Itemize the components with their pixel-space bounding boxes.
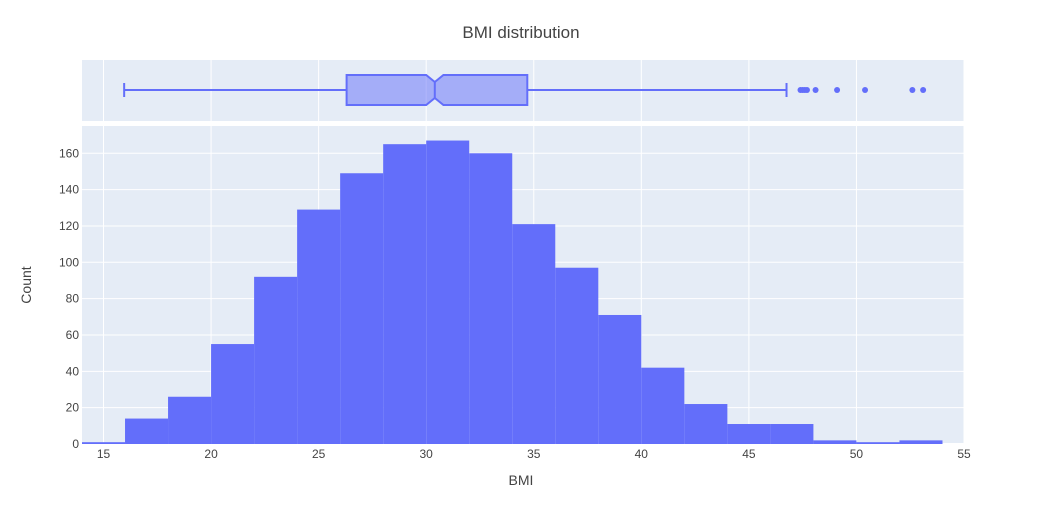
y-tick-label: 60 [66,328,80,342]
x-tick-label: 30 [420,447,434,461]
chart-title: BMI distribution [462,23,579,42]
x-tick-label: 35 [527,447,541,461]
histogram-bar [899,440,943,444]
histogram-bar [426,140,470,444]
histogram-bar [125,418,169,444]
y-tick-label: 100 [59,255,79,269]
x-tick-label: 15 [97,447,111,461]
x-tick-label: 55 [957,447,971,461]
histogram-bar [684,404,728,444]
x-tick-label: 20 [204,447,218,461]
histogram-bar [82,442,126,444]
histogram-bar [813,440,857,444]
histogram-bar [340,173,384,444]
box-plot [123,74,927,106]
box-outlier-point [812,87,819,93]
histogram-bar [211,344,255,444]
y-axis-ticks: 0 20 40 60 80 100 120 140 160 [59,146,79,451]
histogram-bar [254,276,298,444]
histogram-bar [512,224,556,444]
box-outlier-point [834,87,841,93]
histogram-bar [555,267,599,444]
x-tick-label: 45 [742,447,756,461]
histogram-bar [297,209,341,444]
box-outlier-point [920,87,927,93]
y-tick-label: 0 [72,437,79,451]
box-outlier-point [909,87,916,93]
histogram-bar [641,367,685,444]
x-tick-label: 25 [312,447,326,461]
histogram-bar [598,314,642,444]
y-tick-label: 140 [59,183,79,197]
x-axis-title: BMI [509,472,534,488]
histogram-bar [168,396,212,444]
y-tick-label: 80 [66,292,80,306]
histogram-bar [770,424,814,444]
histogram-bar [469,153,513,444]
histogram-bar [856,442,900,444]
y-axis-title: Count [18,266,34,303]
x-axis-ticks: 15 20 25 30 35 40 45 50 55 [97,447,971,461]
y-tick-label: 40 [66,364,80,378]
y-tick-label: 160 [59,146,79,160]
box-outlier-point [803,87,810,93]
y-tick-label: 20 [66,401,80,415]
x-tick-label: 50 [850,447,864,461]
box-body [345,74,529,106]
y-tick-label: 120 [59,219,79,233]
x-tick-label: 40 [635,447,649,461]
histogram-bar [727,424,771,444]
histogram-bar [383,144,427,444]
histogram-bars [82,140,943,444]
box-outlier-point [862,87,869,93]
